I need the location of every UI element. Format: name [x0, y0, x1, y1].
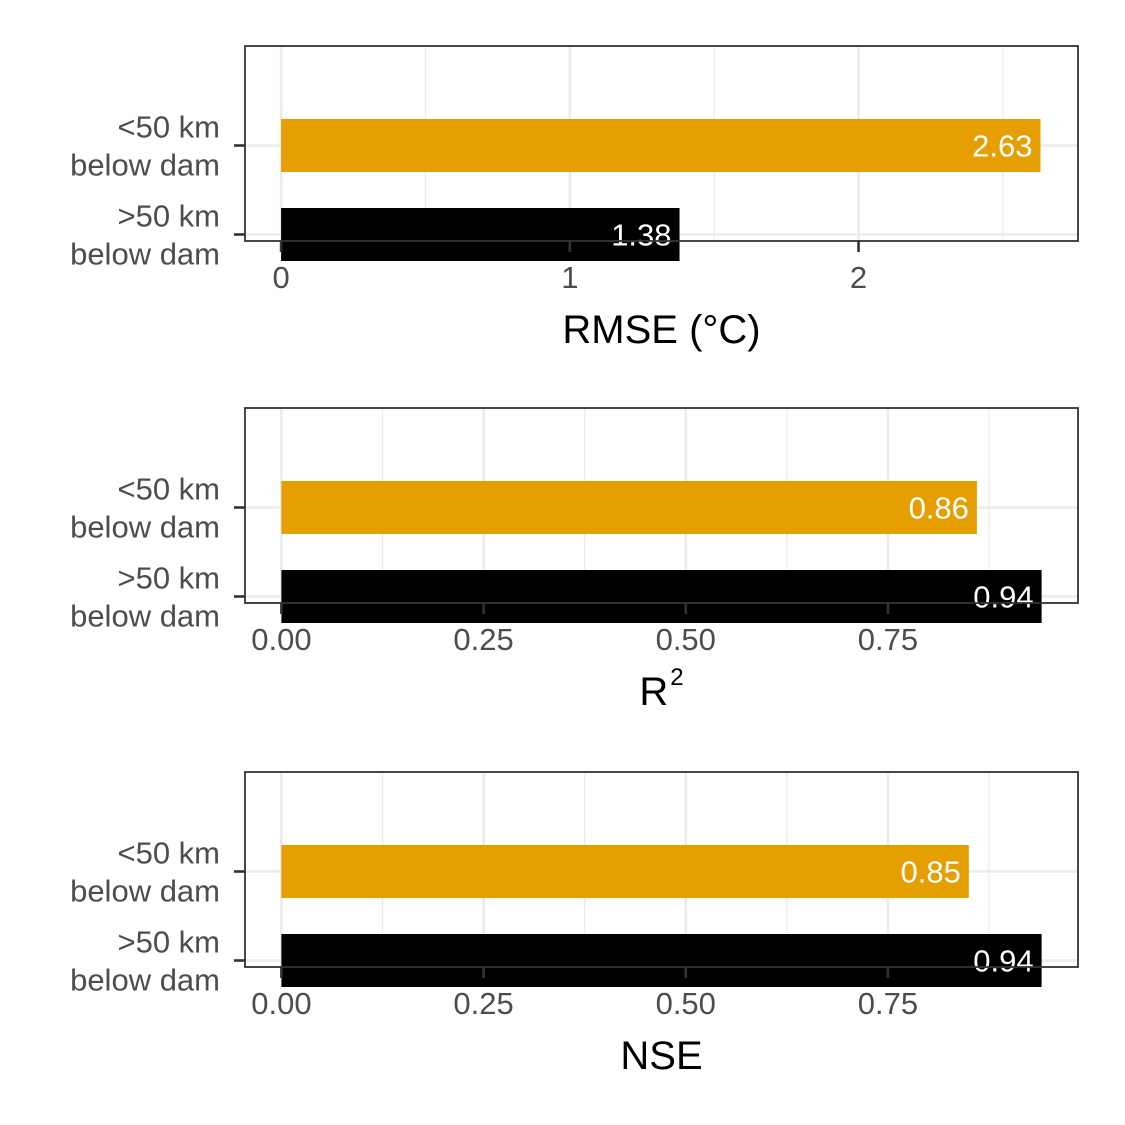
y-tick-label: <50 km below dam [70, 472, 220, 545]
panel-border [244, 771, 1079, 968]
bar-value-label: 0.94 [973, 580, 1033, 615]
bar-value-label: 1.38 [611, 218, 671, 253]
x-tick-label: 0.50 [656, 986, 716, 1021]
bar-value-label: 0.85 [900, 855, 960, 890]
x-tick-label: 0.00 [251, 986, 311, 1021]
y-tick-label: >50 km below dam [70, 925, 220, 998]
x-tick-label: 0.75 [858, 622, 918, 657]
bar [281, 570, 1042, 623]
y-tick-label: >50 km below dam [70, 199, 220, 272]
bar-value-label: 0.94 [973, 944, 1033, 979]
x-tick-label: 0.75 [858, 986, 918, 1021]
y-tick-label: <50 km below dam [70, 110, 220, 183]
y-tick-label: <50 km below dam [70, 836, 220, 909]
x-tick-label: 0 [272, 260, 289, 295]
x-tick-label: 0.25 [453, 622, 513, 657]
bar-value-label: 0.86 [909, 491, 969, 526]
x-axis-title: NSE [620, 1034, 702, 1078]
bar [281, 119, 1041, 172]
x-tick-label: 0.50 [656, 622, 716, 657]
panel-border [244, 407, 1079, 604]
x-tick-label: 1 [561, 260, 578, 295]
x-tick-label: 2 [850, 260, 867, 295]
x-tick-label: 0.25 [453, 986, 513, 1021]
bar [281, 208, 680, 261]
bar [281, 934, 1042, 987]
panel-border [244, 45, 1079, 242]
bar [281, 481, 977, 534]
bar-value-label: 2.63 [972, 129, 1032, 164]
x-axis-title: R2 [639, 664, 683, 714]
x-axis-title: RMSE (°C) [562, 308, 760, 352]
x-tick-label: 0.00 [251, 622, 311, 657]
y-tick-label: >50 km below dam [70, 561, 220, 634]
bar [281, 845, 969, 898]
